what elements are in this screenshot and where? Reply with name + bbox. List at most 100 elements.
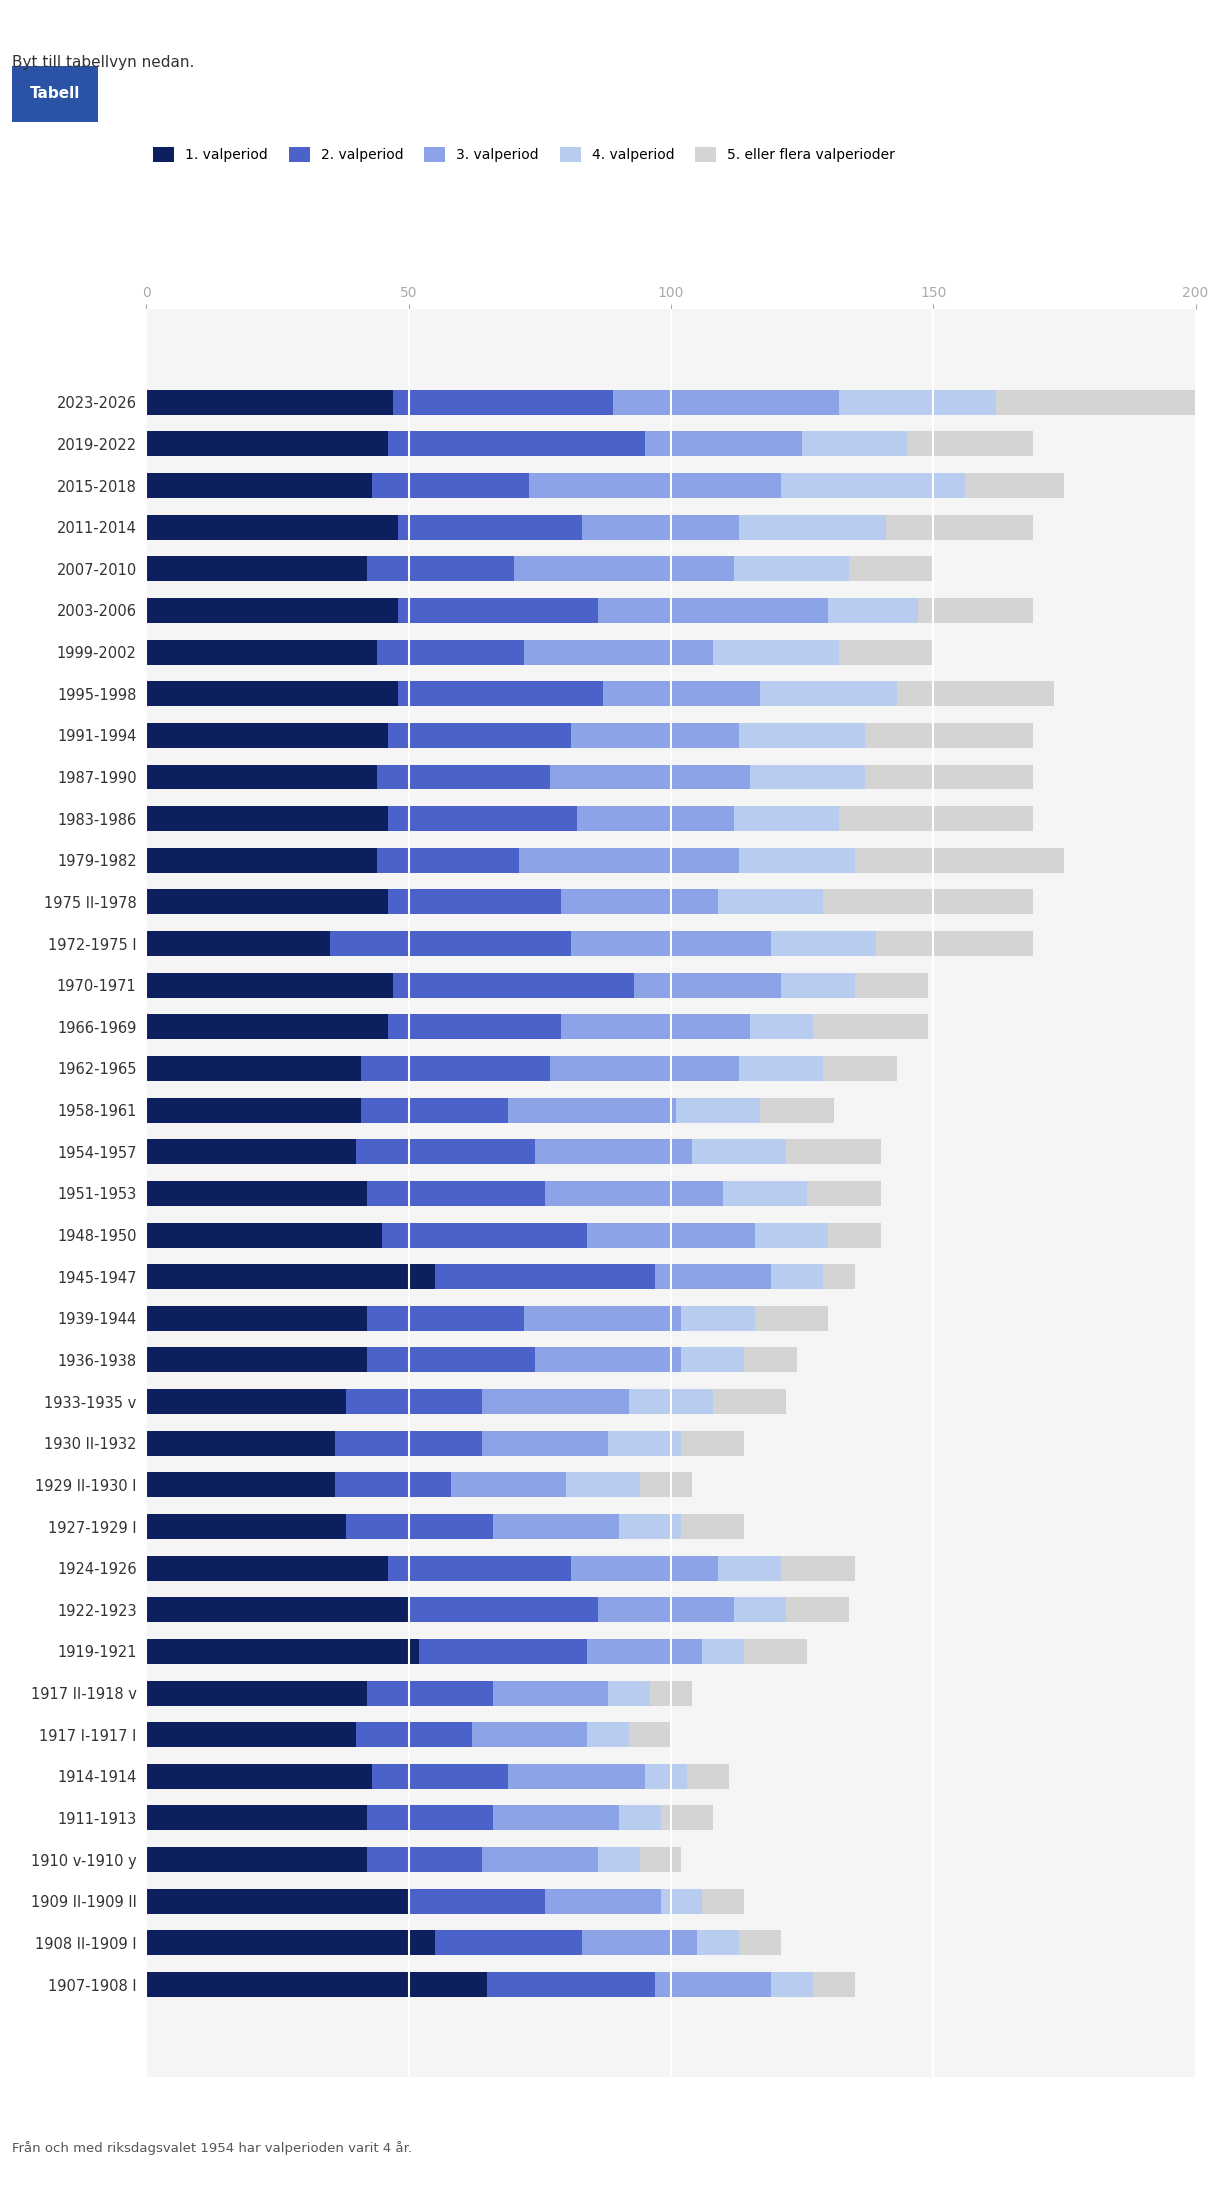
Bar <box>388 807 577 831</box>
Bar <box>749 765 865 789</box>
Bar <box>781 972 854 997</box>
Bar <box>146 1222 383 1246</box>
Bar <box>518 849 739 873</box>
Bar <box>388 431 644 457</box>
Bar <box>367 1680 493 1706</box>
Text: Från och med riksdagsvalet 1954 har valperioden varit 4 år.: Från och med riksdagsvalet 1954 har valp… <box>12 2141 412 2155</box>
Bar <box>367 1806 493 1830</box>
Bar <box>146 723 388 747</box>
Bar <box>534 1348 682 1372</box>
Bar <box>482 1390 630 1414</box>
Bar <box>813 1014 928 1039</box>
Bar <box>514 557 734 581</box>
Bar <box>146 1140 356 1165</box>
Bar <box>146 1556 388 1580</box>
Bar <box>146 1348 367 1372</box>
Bar <box>630 1722 671 1748</box>
Bar <box>398 681 603 707</box>
Bar <box>367 1848 482 1872</box>
Bar <box>529 473 781 497</box>
Bar <box>566 1472 639 1498</box>
Bar <box>676 1098 760 1123</box>
Bar <box>146 1430 336 1456</box>
Bar <box>876 930 1033 957</box>
Bar <box>434 1929 582 1956</box>
Bar <box>755 1306 828 1330</box>
Bar <box>372 473 529 497</box>
Bar <box>828 599 917 623</box>
Bar <box>587 1640 703 1664</box>
Bar <box>781 1556 854 1580</box>
Bar <box>839 807 1033 831</box>
Bar <box>146 1014 388 1039</box>
Bar <box>639 1472 692 1498</box>
Bar <box>639 1848 682 1872</box>
Bar <box>587 1222 755 1246</box>
Bar <box>760 1098 833 1123</box>
Bar <box>734 557 849 581</box>
Bar <box>839 389 997 415</box>
Bar <box>146 1598 409 1622</box>
Bar <box>493 1680 608 1706</box>
Bar <box>525 639 712 665</box>
Bar <box>854 972 928 997</box>
Bar <box>771 1971 813 1998</box>
Bar <box>824 1056 897 1081</box>
Bar <box>336 1472 450 1498</box>
Bar <box>734 807 839 831</box>
Bar <box>146 681 398 707</box>
Bar <box>781 473 965 497</box>
Bar <box>744 1640 808 1664</box>
Bar <box>655 1971 771 1998</box>
Bar <box>545 1180 723 1207</box>
Bar <box>561 888 719 915</box>
Bar <box>598 1598 734 1622</box>
Bar <box>571 1556 719 1580</box>
Bar <box>787 1140 881 1165</box>
Bar <box>146 1929 434 1956</box>
Bar <box>393 389 614 415</box>
Bar <box>965 473 1064 497</box>
Bar <box>719 1556 781 1580</box>
Bar <box>146 1890 409 1914</box>
Bar <box>561 1014 749 1039</box>
Bar <box>420 1640 587 1664</box>
Bar <box>146 1971 487 1998</box>
Bar <box>146 1264 434 1288</box>
Bar <box>356 1140 534 1165</box>
Bar <box>655 1264 771 1288</box>
Legend: 1. valperiod, 2. valperiod, 3. valperiod, 4. valperiod, 5. eller flera valperiod: 1. valperiod, 2. valperiod, 3. valperiod… <box>154 148 895 161</box>
Bar <box>482 1848 598 1872</box>
Bar <box>388 1014 561 1039</box>
Bar <box>146 557 367 581</box>
Bar <box>146 1764 372 1788</box>
Bar <box>393 972 634 997</box>
Bar <box>682 1306 755 1330</box>
Bar <box>361 1098 509 1123</box>
Bar <box>146 473 372 497</box>
Bar <box>582 515 739 539</box>
Bar <box>660 1890 703 1914</box>
Bar <box>146 1098 361 1123</box>
Bar <box>146 1180 367 1207</box>
Bar <box>434 1264 655 1288</box>
Bar <box>719 888 824 915</box>
Bar <box>997 389 1196 415</box>
Bar <box>377 849 518 873</box>
Bar <box>734 1598 787 1622</box>
Bar <box>146 1306 367 1330</box>
Bar <box>545 1890 660 1914</box>
Bar <box>771 1264 824 1288</box>
Bar <box>697 1929 739 1956</box>
Bar <box>345 1514 493 1538</box>
Bar <box>703 1890 744 1914</box>
Bar <box>388 1556 571 1580</box>
Bar <box>146 1640 420 1664</box>
Bar <box>917 599 1033 623</box>
Bar <box>367 1180 545 1207</box>
Bar <box>329 930 571 957</box>
Bar <box>755 1222 828 1246</box>
Bar <box>146 1390 345 1414</box>
Bar <box>487 1971 655 1998</box>
Bar <box>146 639 377 665</box>
